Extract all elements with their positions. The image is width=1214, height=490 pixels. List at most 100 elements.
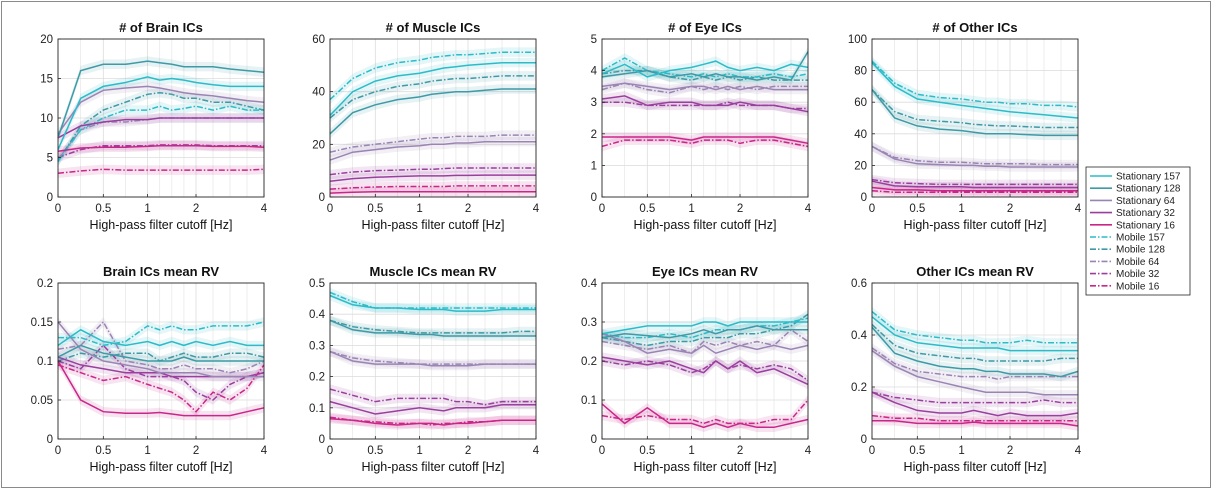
subplot-title: Eye ICs mean RV: [652, 264, 758, 279]
x-tick-label: 1: [144, 203, 150, 215]
x-tick-label: 0: [869, 203, 875, 215]
series-line-stationary-16: [57, 360, 265, 417]
x-tick-label: 2: [465, 445, 471, 457]
series-line-stationary-64: [329, 350, 536, 367]
x-tick-label: 0: [55, 203, 61, 215]
series-line-mobile-32: [871, 391, 1078, 404]
series-line-stationary-32: [871, 180, 1078, 189]
series-line-stationary-16: [871, 186, 1078, 192]
series-line-mobile-64: [601, 82, 808, 94]
series-line-stationary-157: [329, 61, 536, 116]
series-line-stationary-157: [871, 62, 1079, 119]
y-tick-label: 1: [591, 160, 597, 172]
x-tick-label: 2: [737, 203, 743, 215]
x-axis-label: High-pass filter cutoff [Hz]: [90, 460, 233, 474]
legend-label: Stationary 157: [1116, 172, 1181, 183]
x-tick-label: 1: [958, 445, 964, 457]
panel-eye-ics-mean-rv: 0 0.5 1 2 4 0 0.1 0.2 0.3 0.4 Eye ICs mean RV High-…: [581, 264, 812, 474]
y-tick-label: 4: [591, 66, 598, 78]
series-line-mobile-128: [601, 69, 808, 81]
y-tick-label: 100: [848, 34, 867, 46]
ci-band-mobile-16: [602, 395, 808, 429]
x-tick-label: 2: [193, 203, 199, 215]
series-line-mobile-128: [57, 91, 265, 162]
series-line-stationary-16: [601, 403, 809, 429]
ci-band-mobile-32: [58, 140, 264, 163]
series-line-mobile-128: [871, 89, 1078, 129]
legend-label: Mobile 157: [1116, 233, 1165, 244]
series-line-stationary-32: [601, 95, 809, 113]
ci-band-stationary-157: [58, 325, 264, 351]
ci-band-mobile-64: [602, 325, 808, 358]
subplot-title: Brain ICs mean RV: [103, 264, 219, 279]
ci-band-stationary-32: [58, 352, 264, 382]
series-line-stationary-16: [872, 420, 1079, 427]
series-line-stationary-128: [871, 89, 1078, 137]
y-tick-label: 0.1: [37, 356, 53, 368]
subplot-title: # of Other ICs: [932, 20, 1017, 35]
y-tick-label: 0.3: [581, 317, 597, 329]
y-tick-label: 0.2: [851, 382, 867, 394]
series-line-mobile-157: [58, 321, 265, 347]
ci-band-stationary-32: [330, 170, 536, 186]
x-tick-label: 0: [327, 203, 333, 215]
ci-band-stationary-157: [872, 312, 1078, 356]
legend-item-stationary-128: Stationary 128: [1090, 184, 1181, 195]
series-line-stationary-128: [57, 60, 265, 139]
series-line-stationary-128: [329, 319, 536, 337]
legend-item-mobile-64: Mobile 64: [1090, 257, 1160, 268]
subplot-title: # of Brain ICs: [119, 20, 203, 35]
x-tick-label: 4: [805, 445, 812, 457]
series-line-stationary-128: [601, 325, 808, 339]
x-tick-label: 0: [599, 203, 605, 215]
series-line-mobile-128: [871, 324, 1078, 362]
legend-item-stationary-16: Stationary 16: [1090, 220, 1175, 231]
ci-band-stationary-32: [872, 176, 1078, 193]
y-tick-label: 3: [591, 97, 597, 109]
ci-band-mobile-16: [330, 412, 536, 430]
y-tick-label: 0: [319, 434, 325, 446]
x-axis-label: High-pass filter cutoff [Hz]: [362, 218, 505, 232]
x-tick-label: 0.5: [909, 203, 925, 215]
y-tick-label: 0.05: [31, 395, 53, 407]
y-tick-label: 0: [47, 192, 53, 204]
panel-of-brain-ics: 0 0.5 1 2 4 0 5 10 15 20 # of Brain ICs High-pass f…: [40, 20, 268, 232]
y-tick-label: 40: [312, 87, 325, 99]
x-tick-label: 4: [805, 203, 812, 215]
y-tick-label: 0.4: [581, 278, 598, 290]
y-tick-label: 0.3: [309, 340, 325, 352]
x-tick-label: 2: [737, 445, 743, 457]
ci-band-stationary-64: [58, 317, 264, 382]
x-tick-label: 0: [327, 445, 333, 457]
series-line-stationary-157: [57, 328, 264, 347]
ci-band-mobile-64: [58, 113, 264, 164]
series-line-stationary-128: [329, 88, 536, 135]
axes-box: [601, 38, 809, 198]
legend-label: Mobile 128: [1116, 245, 1165, 256]
x-tick-label: 1: [688, 445, 694, 457]
series-line-stationary-32: [329, 174, 536, 182]
ci-band-stationary-64: [602, 329, 808, 358]
series-line-stationary-16: [57, 144, 265, 152]
ci-band-stationary-128: [58, 340, 264, 366]
x-tick-label: 0.5: [95, 445, 111, 457]
y-tick-label: 0.1: [581, 395, 597, 407]
panel-of-eye-ics: 0 0.5 1 2 4 0 1 2 3 4 5 # of Eye ICs High-pass filte…: [591, 20, 812, 232]
ci-band-mobile-64: [58, 317, 264, 378]
x-tick-label: 2: [1007, 203, 1013, 215]
ci-band-mobile-16: [872, 410, 1078, 426]
y-tick-label: 0: [319, 192, 325, 204]
x-tick-label: 1: [144, 445, 150, 457]
ci-band-stationary-16: [58, 356, 264, 421]
series-line-mobile-32: [57, 344, 265, 401]
legend-item-mobile-128: Mobile 128: [1090, 245, 1165, 256]
y-tick-label: 20: [40, 34, 53, 46]
series-line-mobile-128: [329, 319, 536, 334]
legend-label: Mobile 64: [1116, 257, 1160, 268]
ci-band-stationary-157: [330, 290, 536, 316]
subplot-title: Other ICs mean RV: [916, 264, 1034, 279]
series-line-stationary-64: [601, 82, 808, 91]
legend-label: Stationary 128: [1116, 184, 1181, 195]
x-tick-label: 0.5: [639, 203, 655, 215]
series-line-stationary-157: [601, 60, 809, 78]
